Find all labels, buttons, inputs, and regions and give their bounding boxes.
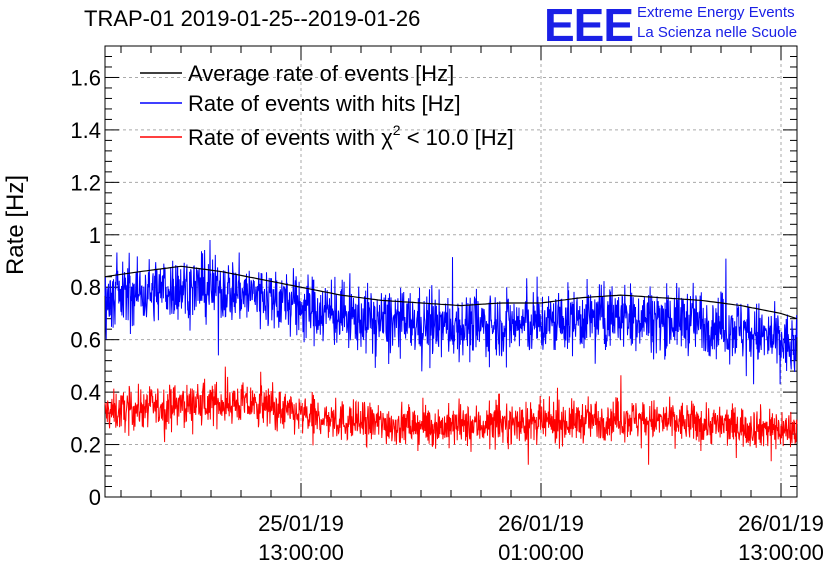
- eee-logo: EEE: [544, 0, 634, 51]
- series-line-2: [104, 366, 798, 465]
- logo-tagline-2: La Scienza nelle Scuole: [637, 24, 798, 41]
- chart-title: TRAP-01 2019-01-25--2019-01-26: [84, 6, 421, 31]
- y-tick-label: 1.6: [70, 65, 101, 90]
- x-tick-time-label: 01:00:00: [498, 540, 584, 565]
- x-tick-date-label: 25/01/19: [258, 511, 344, 536]
- series-line-average: [104, 265, 798, 320]
- x-tick-time-label: 13:00:00: [738, 540, 824, 565]
- series-line-1: [104, 239, 798, 385]
- x-tick-time-label: 13:00:00: [258, 540, 344, 565]
- y-tick-label: 0.4: [70, 380, 101, 405]
- logo-tagline-1: Extreme Energy Events: [637, 4, 795, 21]
- y-tick-label: 0.2: [70, 433, 101, 458]
- y-tick-label: 1: [89, 223, 101, 248]
- y-tick-label: 1.4: [70, 118, 101, 143]
- y-tick-label: 0: [89, 485, 101, 510]
- legend-label-0: Average rate of events [Hz]: [188, 61, 454, 86]
- y-tick-label: 0.8: [70, 275, 101, 300]
- y-tick-label: 1.2: [70, 170, 101, 195]
- legend-label-2: Rate of events with χ2 < 10.0 [Hz]: [188, 122, 514, 150]
- legend-label-1: Rate of events with hits [Hz]: [188, 91, 461, 116]
- x-tick-date-label: 26/01/19: [738, 511, 824, 536]
- x-tick-date-label: 26/01/19: [498, 511, 584, 536]
- y-tick-label: 0.6: [70, 328, 101, 353]
